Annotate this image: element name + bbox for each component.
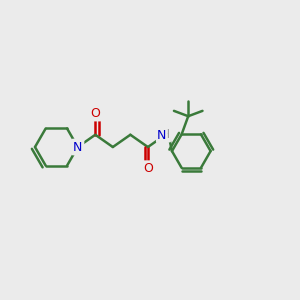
Text: O: O bbox=[90, 106, 100, 120]
Text: N: N bbox=[73, 140, 83, 154]
Text: O: O bbox=[143, 162, 153, 175]
Text: H: H bbox=[161, 128, 170, 141]
Text: N: N bbox=[157, 129, 167, 142]
